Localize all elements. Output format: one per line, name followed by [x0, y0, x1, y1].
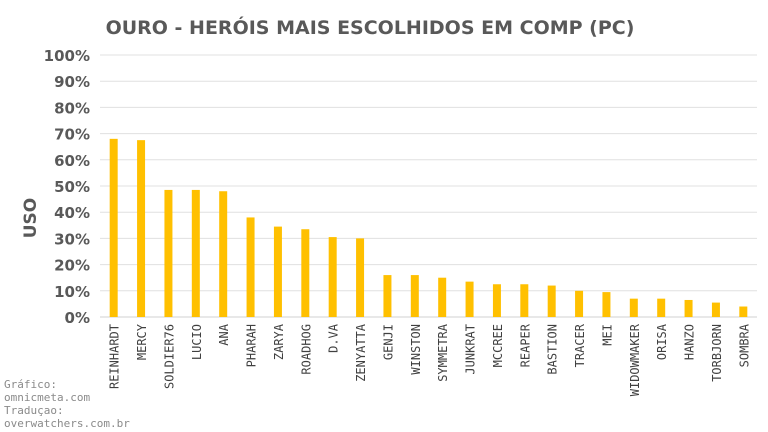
- bar-reaper: [520, 284, 529, 317]
- x-tick-label: TORBJORN: [710, 324, 724, 382]
- x-tick-label: MERCY: [135, 323, 149, 360]
- bar-orisa: [657, 298, 666, 317]
- y-tick-label: 80%: [54, 99, 90, 117]
- x-tick-label: WINSTON: [409, 324, 423, 375]
- x-tick-label: PHARAH: [245, 324, 259, 367]
- y-tick-label: 20%: [54, 257, 90, 275]
- bar-ana: [219, 191, 228, 317]
- bar-roadhog: [301, 229, 310, 317]
- x-tick-label: LUCIO: [190, 324, 204, 360]
- bar-torbjorn: [711, 302, 720, 317]
- bar-genji: [383, 275, 392, 317]
- credit-translation-label: Traduçao:: [4, 404, 64, 417]
- y-tick-label: 90%: [54, 73, 90, 91]
- x-tick-label: SOMBRA: [737, 323, 751, 367]
- credit-chart-source: omnicmeta.com: [4, 391, 91, 404]
- x-tick-label: JUNKRAT: [464, 324, 478, 375]
- bar-d-va: [328, 237, 337, 317]
- bar-mccree: [492, 284, 501, 317]
- x-tick-label: REAPER: [518, 323, 532, 367]
- chart-title: OURO - HERÓIS MAIS ESCOLHIDOS EM COMP (P…: [106, 15, 635, 39]
- bar-sombra: [739, 306, 748, 317]
- x-tick-label: HANZO: [683, 324, 697, 360]
- x-tick-label: MCCREE: [491, 324, 505, 367]
- x-tick-label: ZARYA: [272, 323, 286, 360]
- x-tick-label: BASTION: [546, 324, 560, 375]
- y-tick-label: 10%: [54, 283, 90, 301]
- bar-reinhardt: [109, 138, 118, 317]
- bar-tracer: [575, 290, 584, 317]
- x-tick-label: D.VA: [327, 323, 341, 353]
- x-tick-label: TRACER: [573, 323, 587, 367]
- credits: Gráfico: omnicmeta.com Traduçao: overwat…: [4, 378, 130, 430]
- bar-pharah: [246, 217, 255, 317]
- gridlines: [100, 54, 757, 318]
- y-tick-label: 30%: [54, 230, 90, 248]
- y-tick-label: 50%: [54, 178, 90, 196]
- x-tick-label: MEI: [600, 324, 614, 346]
- x-axis-ticks: REINHARDT MERCY SOLDIER76 LUCIO ANA PHARAH ZAR…: [108, 323, 752, 396]
- bar-bastion: [547, 285, 556, 317]
- y-tick-label: 70%: [54, 126, 90, 144]
- bar-winston: [410, 275, 419, 317]
- bar-symmetra: [438, 277, 447, 317]
- credit-chart-label: Gráfico:: [4, 378, 57, 391]
- y-tick-label: 100%: [44, 47, 90, 65]
- y-axis-label: USO: [21, 198, 41, 239]
- x-tick-label: WIDOWMAKER: [628, 323, 642, 396]
- x-tick-label: SOLDIER76: [162, 324, 176, 389]
- x-tick-label: GENJI: [381, 324, 395, 360]
- y-tick-label: 60%: [54, 152, 90, 170]
- credit-translation-source: overwatchers.com.br: [4, 417, 130, 430]
- x-tick-label: ORISA: [655, 323, 669, 360]
- bar-hanzo: [684, 299, 693, 317]
- x-tick-label: REINHARDT: [108, 324, 122, 389]
- y-tick-label: 0%: [65, 309, 90, 327]
- bar-zarya: [273, 226, 282, 317]
- bar-widowmaker: [629, 298, 638, 317]
- y-tick-label: 40%: [54, 204, 90, 222]
- x-tick-label: ROADHOG: [299, 324, 313, 375]
- bars: [109, 138, 748, 317]
- y-axis-ticks: 0% 10% 20% 30% 40% 50% 60% 70% 80% 90% 100%: [44, 47, 90, 327]
- bar-mercy: [137, 140, 146, 317]
- x-tick-label: ANA: [217, 323, 231, 345]
- x-tick-label: ZENYATTA: [354, 323, 368, 382]
- x-tick-label: SYMMETRA: [436, 323, 450, 382]
- bar-junkrat: [465, 281, 474, 317]
- bar-lucio: [191, 189, 200, 317]
- bar-mei: [602, 292, 611, 317]
- bar-soldier76: [164, 189, 173, 317]
- bar-zenyatta: [356, 238, 365, 317]
